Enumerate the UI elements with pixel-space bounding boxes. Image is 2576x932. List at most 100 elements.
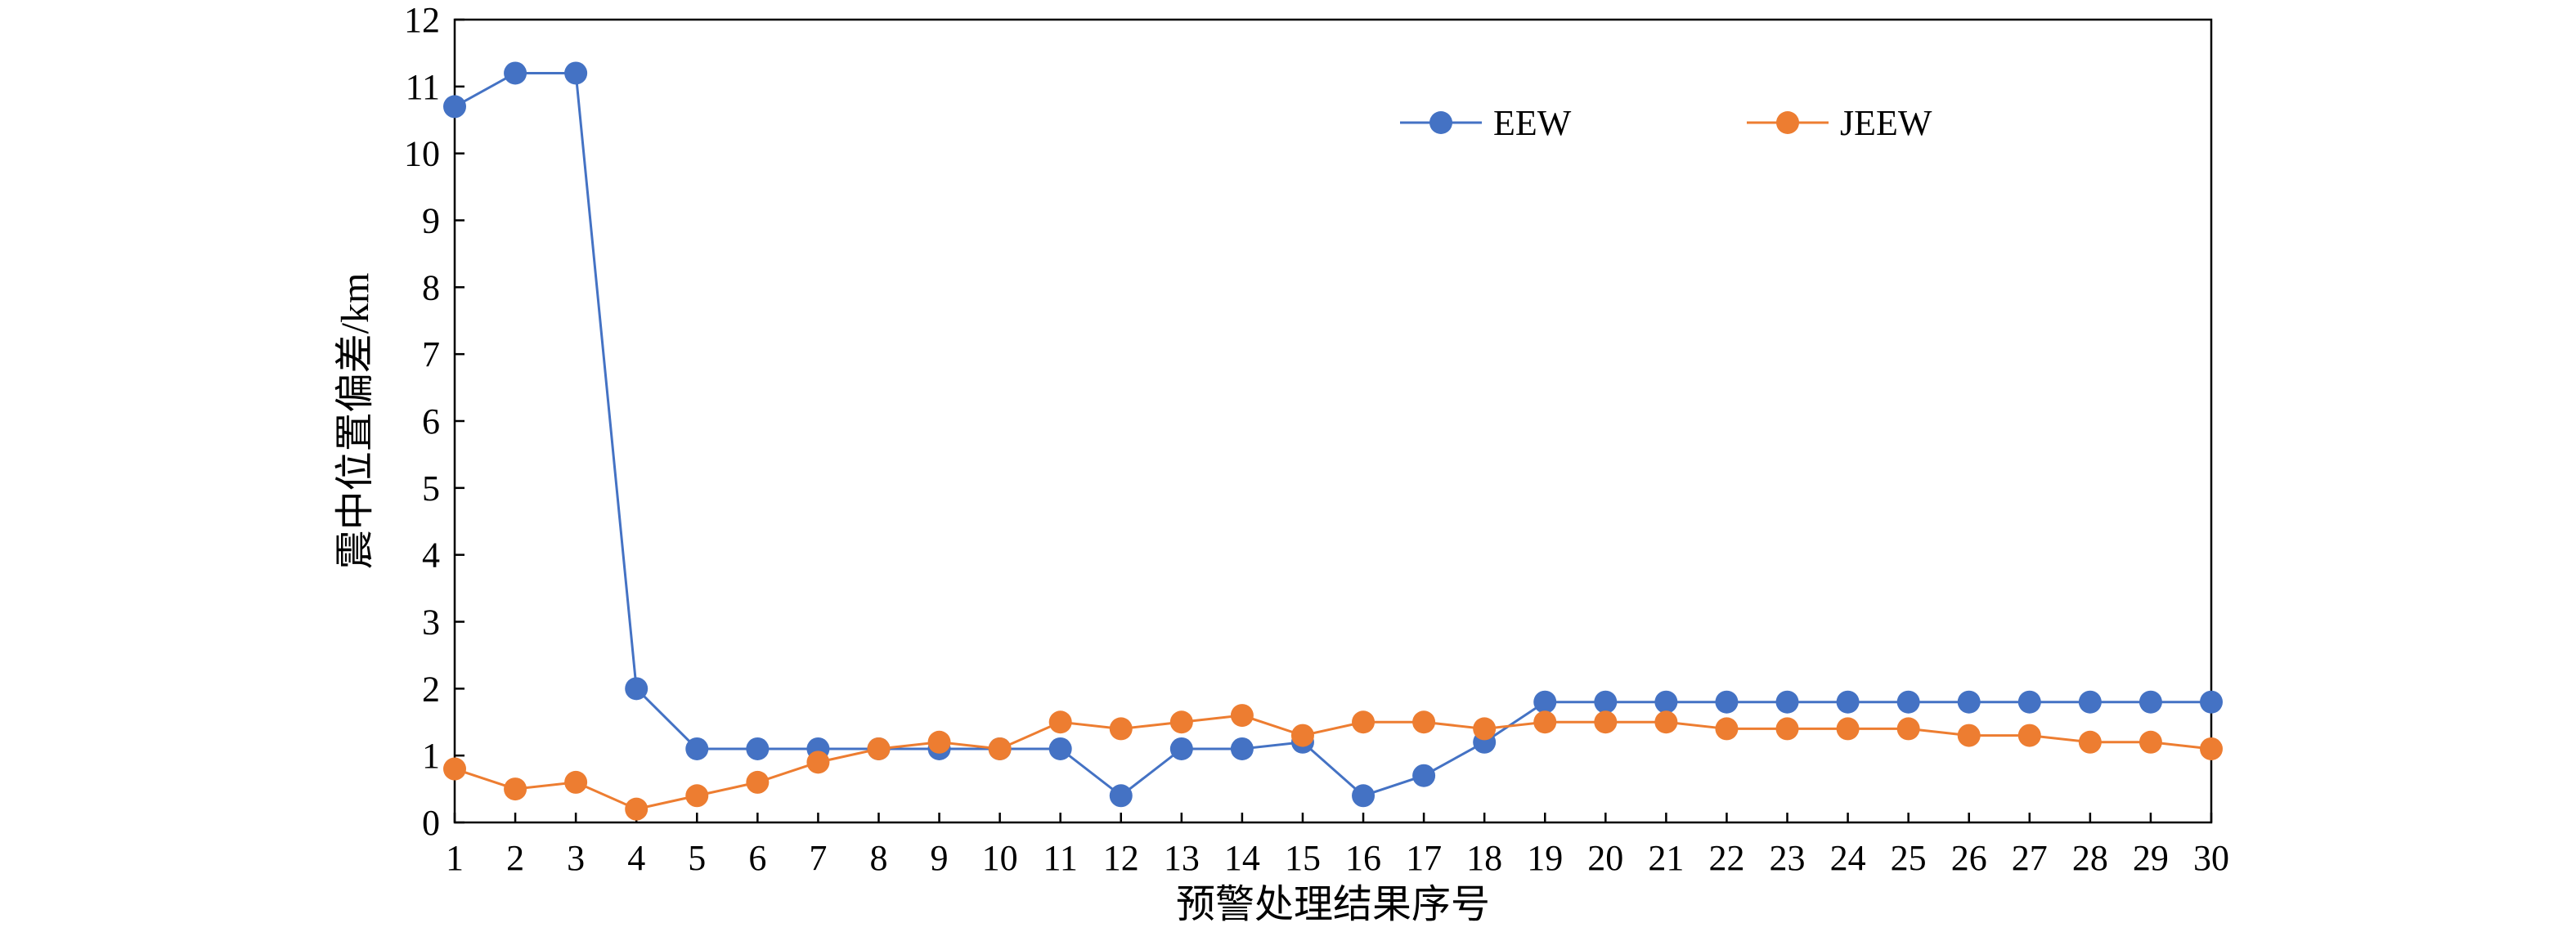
x-tick-label: 1 bbox=[446, 838, 464, 878]
x-tick-label: 27 bbox=[2012, 838, 2048, 878]
y-tick-label: 2 bbox=[422, 669, 440, 709]
y-tick-label: 10 bbox=[404, 134, 440, 174]
y-tick-label: 8 bbox=[422, 267, 440, 307]
data-point bbox=[1048, 737, 1072, 760]
x-tick-label: 7 bbox=[809, 838, 827, 878]
data-point bbox=[1109, 784, 1133, 808]
series-layer bbox=[443, 61, 2223, 821]
y-tick-label: 12 bbox=[404, 0, 440, 40]
data-point bbox=[1775, 690, 1799, 714]
data-point bbox=[1533, 710, 1557, 734]
data-point bbox=[443, 757, 466, 781]
data-point bbox=[625, 797, 648, 821]
data-point bbox=[625, 677, 648, 701]
x-axis-ticks: 1 2 3 4 5 6 7 8 9 10 11 12 13 14 15 16 17 18 19 20 21 22 23 24 2… bbox=[446, 813, 2229, 878]
data-point bbox=[1352, 784, 1376, 808]
data-point bbox=[1352, 710, 1376, 734]
x-tick-label: 29 bbox=[2133, 838, 2169, 878]
data-point bbox=[806, 751, 830, 774]
data-point bbox=[1594, 710, 1618, 734]
x-tick-label: 10 bbox=[982, 838, 1018, 878]
data-point bbox=[1412, 710, 1436, 734]
x-tick-label: 24 bbox=[1830, 838, 1866, 878]
data-point bbox=[2200, 690, 2223, 714]
data-point bbox=[1290, 724, 1314, 747]
x-tick-label: 28 bbox=[2072, 838, 2108, 878]
y-tick-label: 0 bbox=[422, 803, 440, 843]
data-point bbox=[564, 770, 588, 794]
x-tick-label: 11 bbox=[1043, 838, 1078, 878]
legend-marker bbox=[1429, 111, 1452, 134]
data-point bbox=[1594, 690, 1618, 714]
y-tick-label: 3 bbox=[422, 603, 440, 643]
data-point bbox=[1473, 717, 1497, 741]
x-tick-label: 13 bbox=[1164, 838, 1200, 878]
data-point bbox=[2017, 724, 2041, 747]
x-tick-label: 9 bbox=[931, 838, 949, 878]
data-point bbox=[2078, 690, 2102, 714]
x-tick-label: 22 bbox=[1708, 838, 1744, 878]
data-point bbox=[927, 730, 951, 754]
x-tick-label: 21 bbox=[1648, 838, 1684, 878]
data-point bbox=[867, 737, 891, 760]
data-point bbox=[746, 737, 770, 760]
data-point bbox=[1412, 764, 1436, 787]
x-tick-label: 23 bbox=[1770, 838, 1806, 878]
legend-label: EEW bbox=[1493, 103, 1572, 143]
x-tick-label: 5 bbox=[688, 838, 706, 878]
data-point bbox=[1169, 710, 1193, 734]
y-tick-label: 11 bbox=[406, 67, 440, 107]
data-point bbox=[1715, 717, 1739, 741]
y-tick-label: 1 bbox=[422, 736, 440, 776]
x-tick-label: 18 bbox=[1466, 838, 1502, 878]
data-point bbox=[1533, 690, 1557, 714]
data-point bbox=[685, 784, 709, 808]
x-tick-label: 19 bbox=[1527, 838, 1563, 878]
series-line bbox=[454, 71, 2211, 798]
x-tick-label: 6 bbox=[748, 838, 766, 878]
y-tick-label: 7 bbox=[422, 334, 440, 374]
x-tick-label: 4 bbox=[627, 838, 645, 878]
data-point bbox=[1109, 717, 1133, 741]
y-tick-label: 9 bbox=[422, 201, 440, 241]
series-jeew bbox=[443, 704, 2223, 821]
y-tick-label: 5 bbox=[422, 468, 440, 509]
x-tick-label: 12 bbox=[1103, 838, 1139, 878]
x-tick-label: 30 bbox=[2193, 838, 2229, 878]
x-tick-label: 16 bbox=[1345, 838, 1381, 878]
data-point bbox=[988, 737, 1012, 760]
data-point bbox=[504, 61, 527, 85]
y-tick-label: 6 bbox=[422, 401, 440, 441]
series-line bbox=[454, 714, 2212, 811]
data-point bbox=[2138, 730, 2162, 754]
data-point bbox=[443, 95, 466, 119]
data-point bbox=[1230, 737, 1254, 760]
data-point bbox=[2078, 730, 2102, 754]
data-point bbox=[2017, 690, 2041, 714]
data-point bbox=[1169, 737, 1193, 760]
data-point bbox=[746, 770, 770, 794]
data-point bbox=[1896, 717, 1920, 741]
legend-marker bbox=[1776, 111, 1799, 134]
legend-label: JEEW bbox=[1840, 103, 1932, 143]
x-tick-label: 25 bbox=[1891, 838, 1927, 878]
data-point bbox=[1654, 690, 1678, 714]
data-point bbox=[1048, 710, 1072, 734]
data-point bbox=[2138, 690, 2162, 714]
x-tick-label: 8 bbox=[869, 838, 887, 878]
x-tick-label: 3 bbox=[567, 838, 585, 878]
x-tick-label: 17 bbox=[1406, 838, 1442, 878]
data-point bbox=[2200, 737, 2223, 760]
data-point bbox=[1230, 704, 1254, 728]
data-point bbox=[1836, 717, 1860, 741]
x-tick-label: 2 bbox=[506, 838, 524, 878]
data-point bbox=[1715, 690, 1739, 714]
legend-item-jeew: JEEW bbox=[1747, 103, 1932, 143]
data-point bbox=[1836, 690, 1860, 714]
data-point bbox=[564, 61, 588, 85]
data-point bbox=[685, 737, 709, 760]
data-point bbox=[1896, 690, 1920, 714]
x-tick-label: 14 bbox=[1224, 838, 1260, 878]
data-point bbox=[504, 777, 527, 801]
